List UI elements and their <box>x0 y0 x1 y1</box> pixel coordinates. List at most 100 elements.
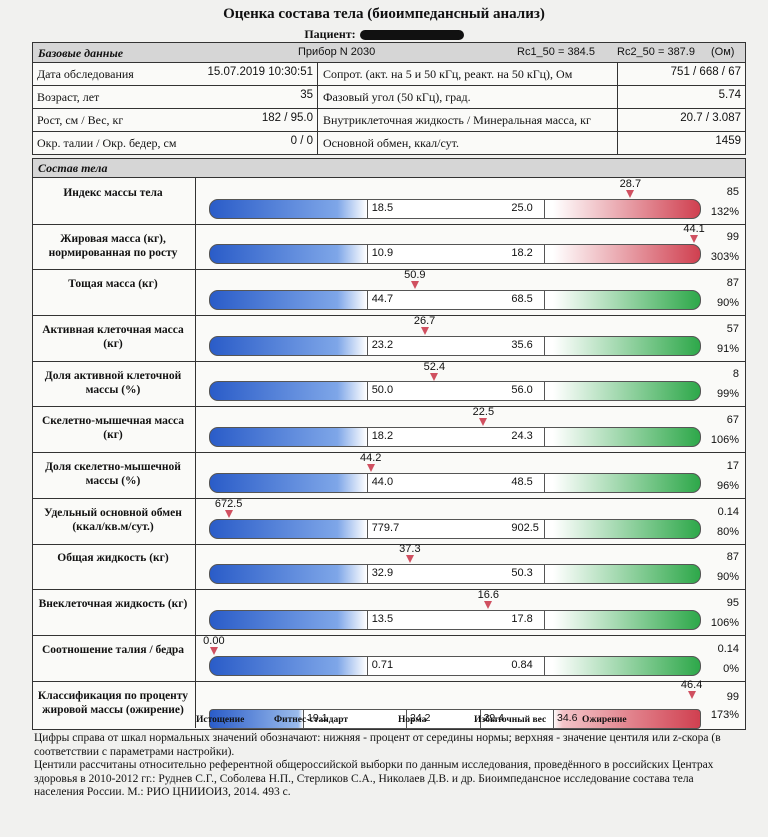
norm-scale-bar: 0.71 0.84 <box>209 655 701 676</box>
device-number: Прибор N 2030 <box>298 46 376 58</box>
percent-of-norm: 106% <box>710 616 739 629</box>
basic-value-2: 20.7 / 3.087 <box>680 112 741 124</box>
composition-row: Общая жидкость (кг) 32.9 50.3 37.3 87 90% <box>33 543 745 591</box>
norm-range <box>366 428 546 447</box>
value-marker: 26.7 <box>405 315 445 335</box>
composition-row: Скелетно-мышечная масса (кг) 18.2 24.3 22.5… <box>33 406 745 454</box>
norm-scale-bar: 50.0 56.0 <box>209 381 701 402</box>
composition-row: Внеклеточная жидкость (кг) 13.5 17.8 16.6 95… <box>33 589 745 636</box>
centile-value: 99 <box>726 231 739 244</box>
row-divider <box>195 315 196 361</box>
value-marker: 16.6 <box>468 589 508 609</box>
classification-label: Норма <box>398 715 427 725</box>
percent-of-norm: 96% <box>716 479 739 492</box>
percent-of-norm: 173% <box>710 708 739 721</box>
percent-of-norm: 99% <box>716 388 739 401</box>
norm-range <box>366 245 546 264</box>
norm-low: 0.71 <box>371 658 394 671</box>
column-divider <box>617 132 618 154</box>
basic-value: 182 / 95.0 <box>261 112 313 124</box>
norm-range <box>366 199 546 218</box>
classification-label: Истощение <box>196 715 245 725</box>
norm-low: 18.5 <box>371 201 394 214</box>
marker-triangle-icon <box>430 372 439 381</box>
norm-low: 18.2 <box>371 430 394 443</box>
percent-of-norm: 106% <box>710 434 739 447</box>
norm-low: 23.2 <box>371 338 394 351</box>
measured-value: 16.6 <box>477 589 499 601</box>
footnote-line-2: Центили рассчитаны относительно референт… <box>34 759 714 798</box>
indicator-name: Соотношение талия / бедра <box>41 643 185 656</box>
report-title: Оценка состава тела (биоимпедансный анал… <box>223 6 545 22</box>
norm-high: 68.5 <box>511 293 533 306</box>
indicator-name: Тощая масса (кг) <box>68 278 158 291</box>
class-threshold: 29.4 <box>479 709 504 728</box>
norm-low: 50.0 <box>371 384 394 397</box>
norm-scale-bar: 18.2 24.3 <box>209 427 701 448</box>
basic-label: Возраст, лет <box>37 90 100 104</box>
measured-value: 44.2 <box>359 451 382 464</box>
row-divider <box>195 635 196 681</box>
indicator-name: Доля скелетно-мышечной массы (%) <box>45 461 181 488</box>
norm-range <box>366 610 546 629</box>
indicator-name: Активная клеточная масса (кг) <box>42 323 184 350</box>
marker-triangle-icon <box>479 418 488 427</box>
row-divider <box>195 406 196 453</box>
basic-row: Окр. талии / Окр. бедер, см 0 / 0 Основной… <box>33 132 745 154</box>
basic-value: 15.07.2019 10:30:51 <box>207 66 313 78</box>
norm-high: 17.8 <box>511 612 533 625</box>
column-divider <box>317 132 318 154</box>
measured-value: 0.00 <box>203 634 225 647</box>
row-divider <box>195 178 196 224</box>
basic-value-2: 5.74 <box>718 89 741 101</box>
rc2-value: Rc2_50 = 387.9 <box>617 46 695 58</box>
value-marker: 52.4 <box>414 361 454 381</box>
norm-high: 48.5 <box>511 475 533 488</box>
footnote: Цифры справа от шкал нормальных значений… <box>34 732 734 800</box>
norm-high: 50.3 <box>511 567 533 580</box>
class-threshold: 24.2 <box>406 709 430 728</box>
classification-label: Ожирение <box>582 715 627 725</box>
percent-of-norm: 90% <box>716 297 739 310</box>
centile-value: 17 <box>726 459 739 472</box>
norm-scale-bar: 23.2 35.6 <box>209 335 701 356</box>
norm-high: 902.5 <box>511 521 539 534</box>
column-divider <box>617 63 618 85</box>
class-threshold: 19.1 <box>303 709 328 728</box>
value-marker: 28.7 <box>610 178 650 198</box>
footnote-line-1: Цифры справа от шкал нормальных значений… <box>34 732 721 758</box>
centile-value: 85 <box>726 185 739 198</box>
centile-value: 0.14 <box>717 505 739 518</box>
norm-low: 779.7 <box>371 521 400 534</box>
marker-triangle-icon <box>224 509 233 518</box>
percent-of-norm: 90% <box>716 571 739 584</box>
centile-value: 99 <box>726 690 739 703</box>
composition-row: Индекс массы тела 18.5 25.0 28.7 85 132% <box>33 178 745 225</box>
measured-value: 37.3 <box>399 543 421 556</box>
basic-value: 0 / 0 <box>290 135 313 147</box>
basic-value: 35 <box>300 89 313 101</box>
patient-name-redacted <box>359 30 464 41</box>
measured-value: 44.1 <box>683 223 705 236</box>
measured-value: 50.9 <box>404 269 426 282</box>
indicator-name: Жировая масса (кг), нормированная по рос… <box>48 232 178 259</box>
basic-label-2: Сопрот. (акт. на 5 и 50 кГц, реакт. на 5… <box>323 67 573 81</box>
basic-data-table: Базовые данные Прибор N 2030 Rc1_50 = 38… <box>32 42 746 155</box>
classification-label: Фитнес-стандарт <box>274 715 349 725</box>
norm-range <box>366 656 546 675</box>
indicator-name: Доля активной клеточной массы (%) <box>44 369 182 396</box>
centile-value: 67 <box>726 414 739 427</box>
value-marker: 44.1 <box>674 223 714 244</box>
composition-header: Состав тела <box>33 159 745 178</box>
norm-scale-bar: 13.5 17.8 <box>209 609 701 630</box>
row-divider <box>195 589 196 635</box>
composition-row: Удельный основной обмен (ккал/кв.м/сут.)… <box>33 498 745 545</box>
marker-triangle-icon <box>687 690 696 699</box>
composition-row: Доля активной клеточной массы (%) 50.0 56.… <box>33 361 745 408</box>
basic-label-2: Внутриклеточная жидкость / Минеральная м… <box>323 113 591 127</box>
percent-of-norm: 303% <box>710 251 739 264</box>
percent-of-norm: 132% <box>710 205 739 218</box>
composition-row: Жировая масса (кг), нормированная по рос… <box>33 223 745 271</box>
basic-value-2: 751 / 668 / 67 <box>670 66 741 78</box>
norm-range <box>366 291 546 310</box>
